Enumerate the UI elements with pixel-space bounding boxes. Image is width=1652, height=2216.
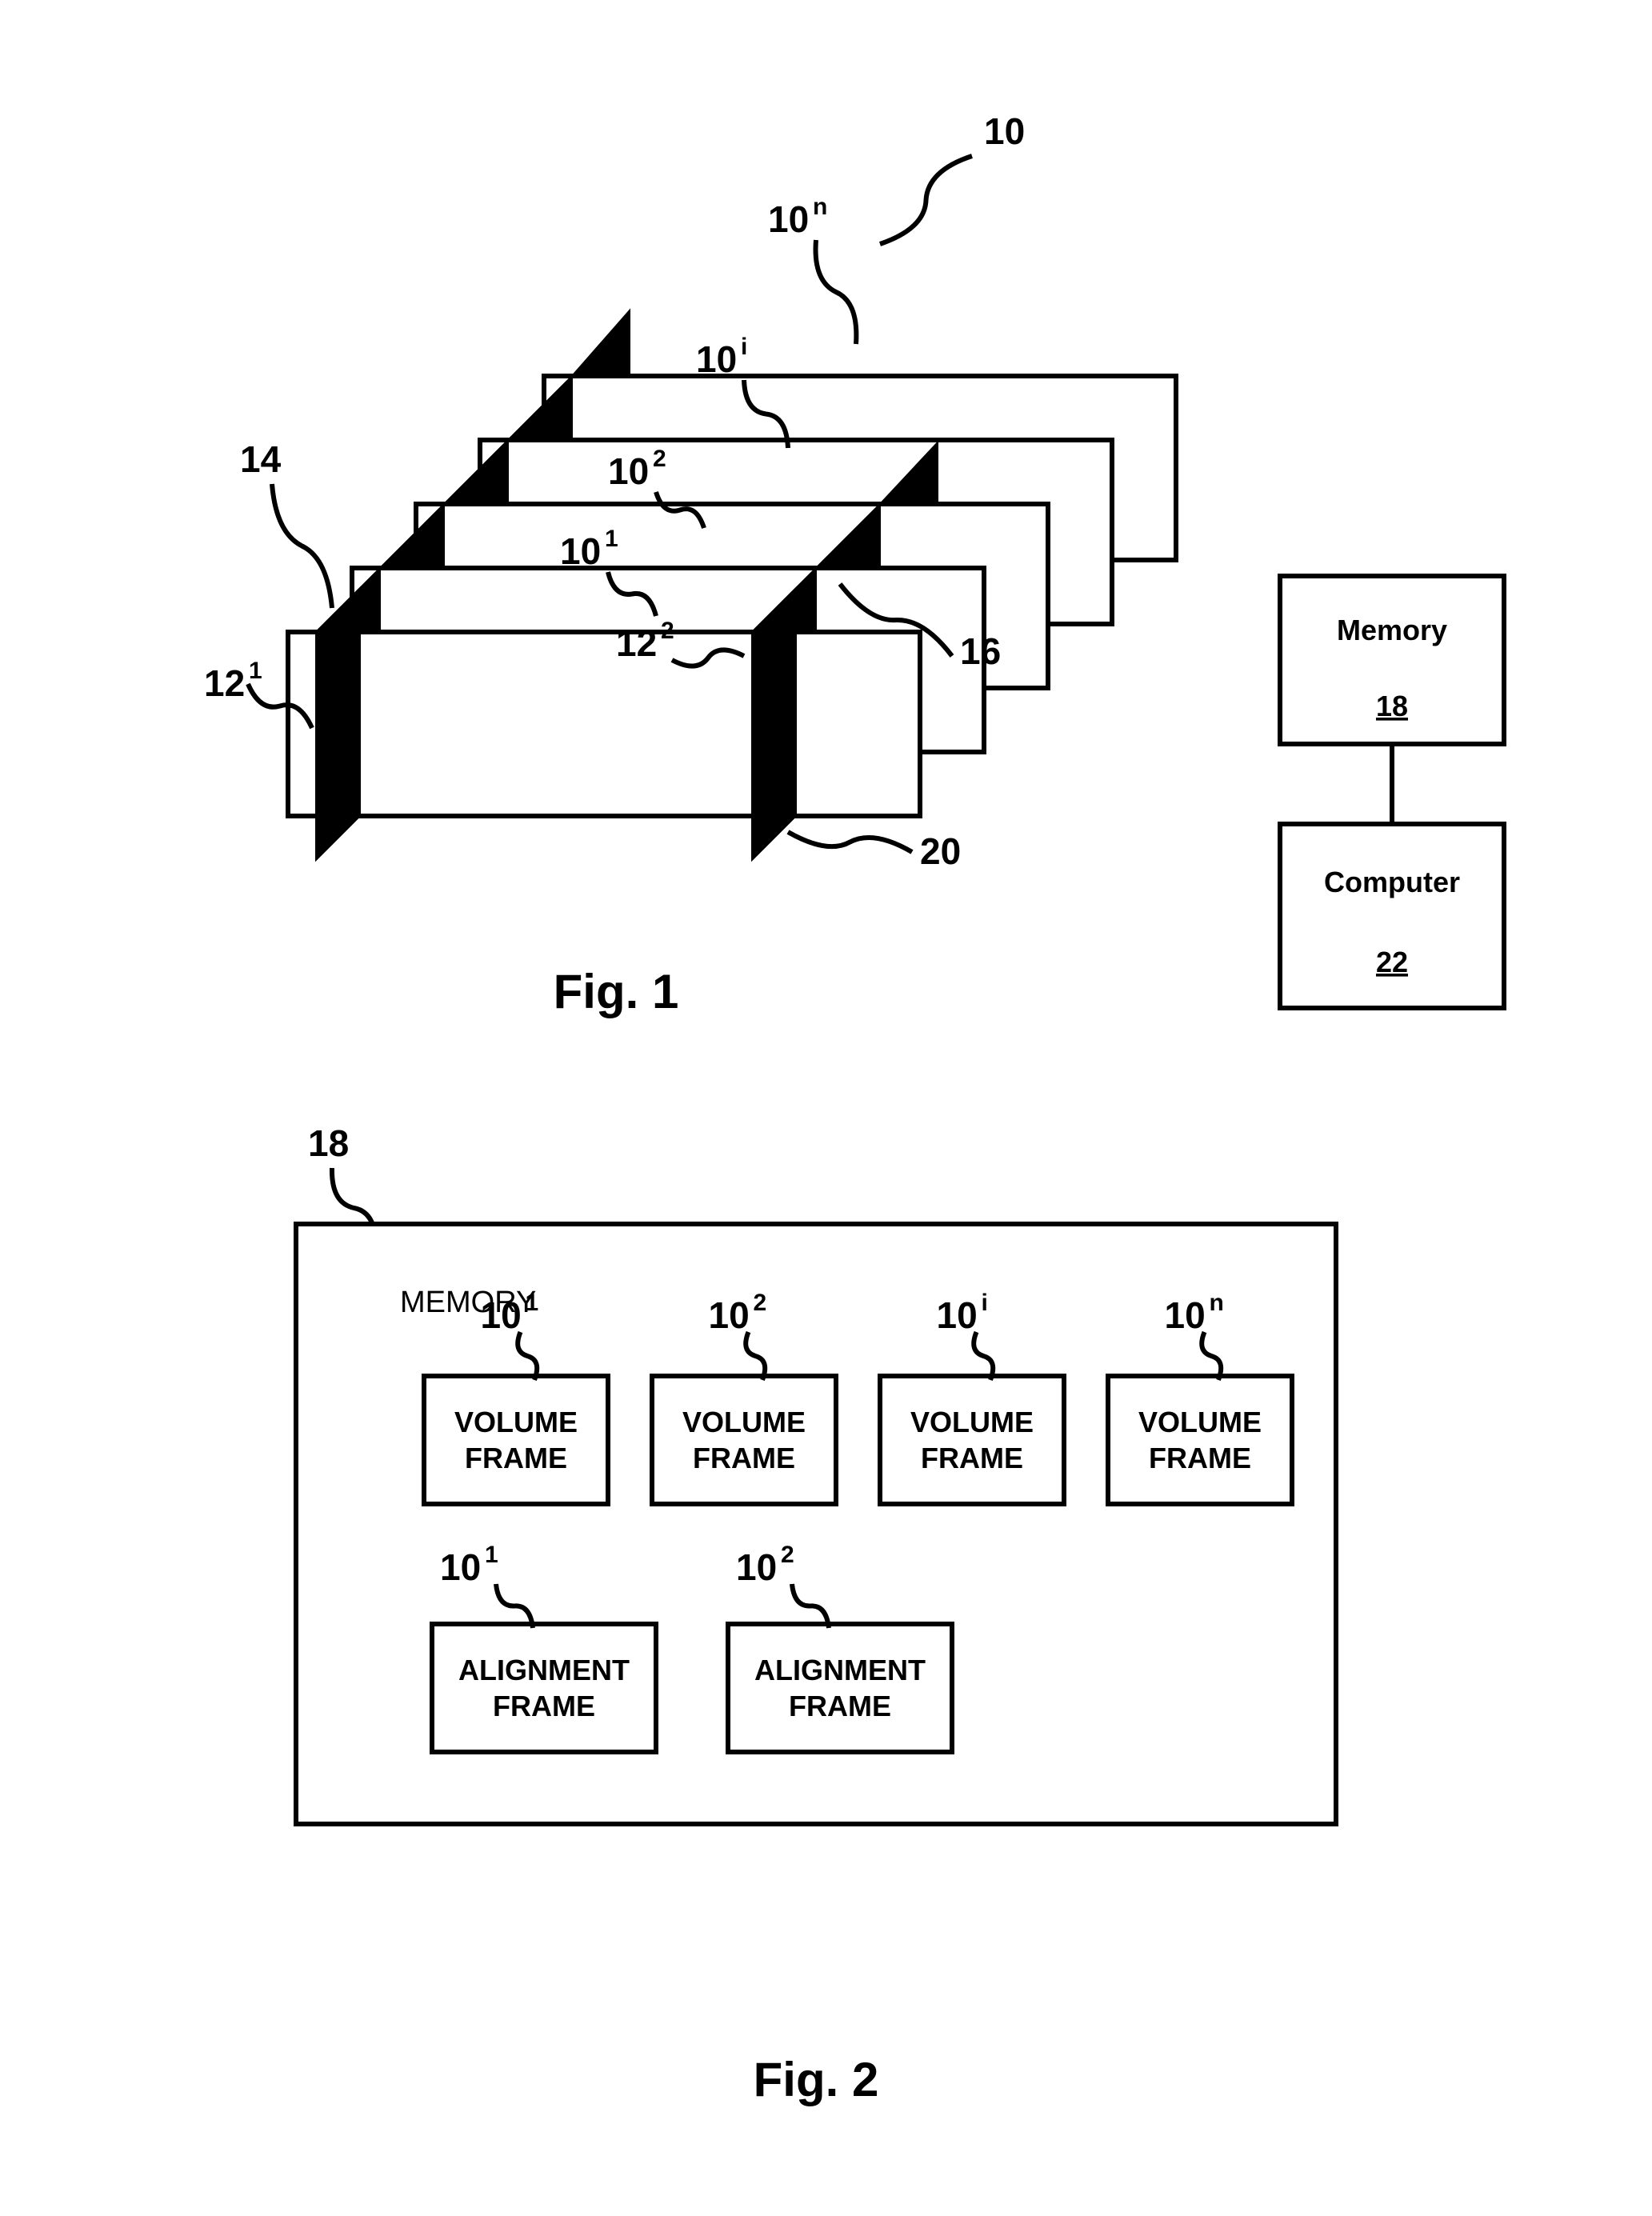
- svg-text:12: 12: [204, 662, 245, 704]
- svg-text:n: n: [1210, 1290, 1224, 1316]
- lead-20: [788, 832, 912, 852]
- svg-text:2: 2: [781, 1542, 794, 1568]
- memory-computer-group: Memory 18 Computer 22: [1280, 576, 1504, 1008]
- svg-text:10: 10: [768, 198, 809, 240]
- svg-text:14: 14: [240, 438, 282, 480]
- svg-text:20: 20: [920, 830, 961, 872]
- volume-frame-line1: VOLUME: [682, 1406, 806, 1438]
- computer-box-number: 22: [1376, 946, 1408, 978]
- volume-frame-line1: VOLUME: [454, 1406, 578, 1438]
- volume-frame-line1: VOLUME: [910, 1406, 1034, 1438]
- alignment-frame-line2: FRAME: [493, 1690, 595, 1722]
- volume-frame-box: [424, 1376, 608, 1504]
- plane-back-tip: [572, 310, 630, 376]
- lead-10n: [816, 240, 857, 344]
- figure-2-caption: Fig. 2: [754, 2053, 879, 2106]
- plane-wedge: [508, 376, 572, 440]
- svg-text:1: 1: [249, 658, 262, 684]
- alignment-frame-line1: ALIGNMENT: [458, 1654, 630, 1686]
- volume-frame-line2: FRAME: [921, 1442, 1023, 1474]
- memory-box-title: Memory: [1337, 614, 1447, 646]
- alignment-frame-box: [728, 1624, 952, 1752]
- svg-text:16: 16: [960, 630, 1001, 672]
- figure-1: 1010n10i102101141211221620: [204, 110, 1176, 872]
- volume-frame-line1: VOLUME: [1138, 1406, 1262, 1438]
- svg-text:2: 2: [653, 446, 666, 472]
- memory-box-number: 18: [1376, 690, 1408, 722]
- volume-frame-line2: FRAME: [465, 1442, 567, 1474]
- svg-text:10: 10: [937, 1294, 978, 1336]
- volume-frame-line2: FRAME: [693, 1442, 795, 1474]
- plane-wedge: [444, 440, 508, 504]
- lead-14: [272, 484, 332, 608]
- svg-text:2: 2: [754, 1290, 767, 1316]
- volume-frame-line2: FRAME: [1149, 1442, 1251, 1474]
- computer-box-title: Computer: [1324, 866, 1460, 898]
- figure-1-caption: Fig. 1: [554, 965, 679, 1018]
- svg-text:1: 1: [605, 526, 618, 552]
- volume-slab: [288, 632, 920, 816]
- lead-10: [880, 156, 972, 244]
- svg-text:10: 10: [1165, 1294, 1206, 1336]
- svg-text:12: 12: [616, 622, 657, 664]
- alignment-frame-line2: FRAME: [789, 1690, 891, 1722]
- volume-frame-box: [652, 1376, 836, 1504]
- svg-text:10: 10: [736, 1546, 777, 1588]
- svg-text:1: 1: [526, 1290, 539, 1316]
- svg-text:2: 2: [661, 618, 674, 644]
- figure-2: 18MEMORYVOLUMEFRAME101VOLUMEFRAME102VOLU…: [296, 1122, 1336, 1824]
- svg-text:i: i: [982, 1290, 988, 1316]
- svg-text:10: 10: [984, 110, 1025, 152]
- alignment-frame-line1: ALIGNMENT: [754, 1654, 926, 1686]
- svg-text:10: 10: [696, 338, 737, 380]
- svg-text:1: 1: [485, 1542, 498, 1568]
- svg-text:10: 10: [481, 1294, 522, 1336]
- svg-text:10: 10: [560, 530, 601, 572]
- svg-text:18: 18: [308, 1122, 349, 1164]
- plane-wedge: [380, 504, 444, 568]
- volume-frame-box: [1108, 1376, 1292, 1504]
- svg-text:10: 10: [440, 1546, 481, 1588]
- svg-text:10: 10: [608, 450, 649, 492]
- svg-text:n: n: [813, 194, 827, 220]
- plane-front: [752, 588, 796, 860]
- computer-box: [1280, 824, 1504, 1008]
- volume-frame-box: [880, 1376, 1064, 1504]
- diagram-canvas: 1010n10i102101141211221620 Memory 18 Com…: [0, 0, 1652, 2212]
- svg-text:10: 10: [709, 1294, 750, 1336]
- svg-text:i: i: [741, 334, 747, 360]
- alignment-frame-box: [432, 1624, 656, 1752]
- plane-front: [316, 588, 360, 860]
